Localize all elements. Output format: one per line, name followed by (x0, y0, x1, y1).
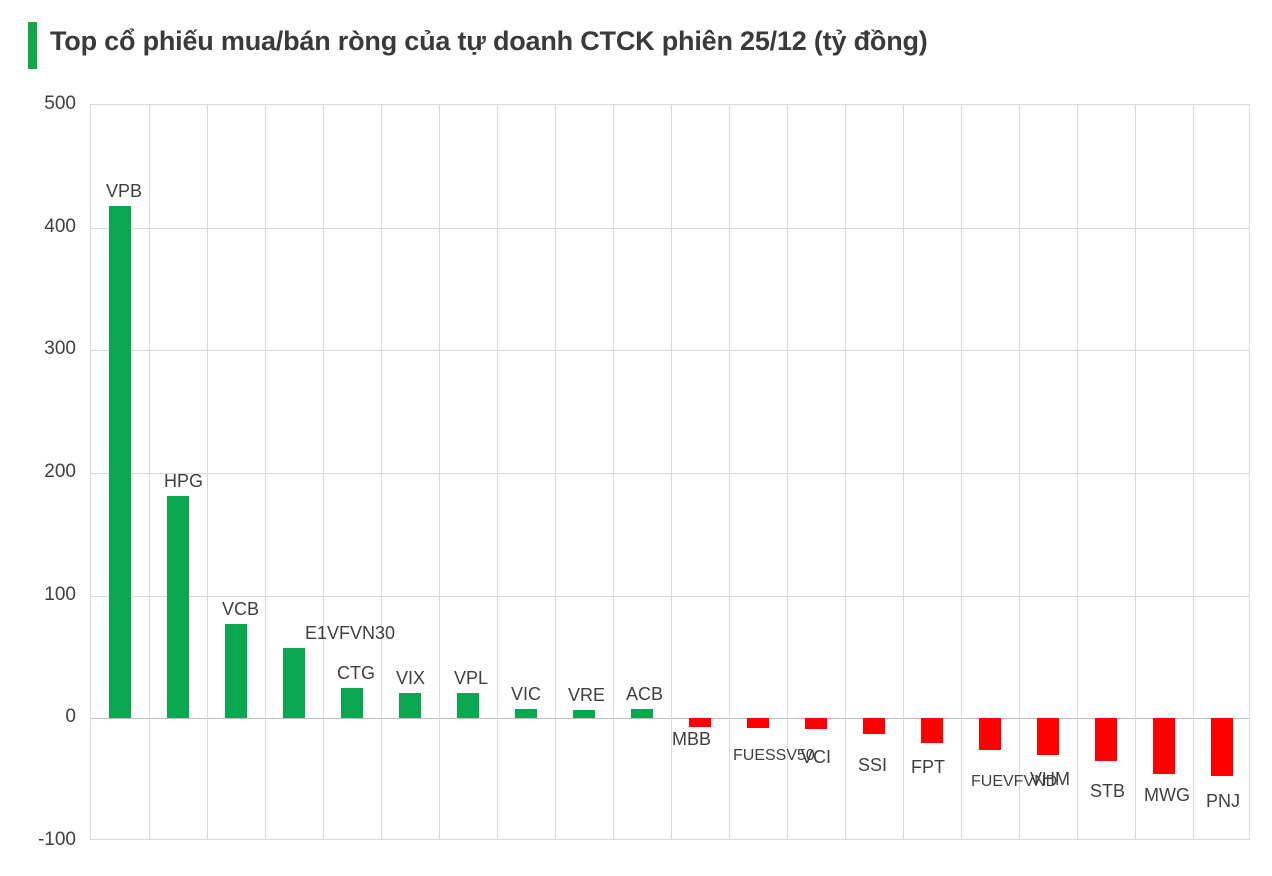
bar-label-fuessv50: FUESSV50 (733, 747, 815, 765)
gridline-vertical (265, 105, 266, 839)
bar-vre[interactable] (573, 709, 595, 719)
bar-e1vfvn30[interactable] (283, 648, 305, 719)
bar-label-fpt: FPT (911, 757, 945, 778)
title-accent-bar (28, 22, 37, 69)
gridline-horizontal (91, 350, 1249, 352)
y-axis-tick-label: 200 (44, 461, 76, 482)
bar-label-vpb: VPB (106, 180, 143, 201)
bar-label-acb: ACB (626, 683, 664, 704)
y-axis-tick-label: 100 (44, 583, 76, 605)
page-title: Top cổ phiếu mua/bán ròng của tự doanh C… (50, 26, 928, 56)
gridline-horizontal (91, 473, 1249, 474)
bar-vix[interactable] (399, 692, 421, 719)
bar-ssi[interactable] (863, 718, 885, 735)
gridline-vertical (1019, 105, 1020, 839)
chart-plot-area: VPB HPG VCB E1VFVN30 CTG VIX VPL VIC VRE ACB MBB FU… (90, 104, 1250, 840)
bar-fpt[interactable] (921, 718, 943, 743)
gridline-vertical (787, 105, 788, 839)
gridline-vertical (497, 105, 498, 839)
gridline-vertical (149, 105, 150, 839)
y-axis-tick-label: 300 (44, 338, 76, 360)
bar-label-ctg: CTG (337, 662, 375, 683)
bar-vic[interactable] (515, 708, 537, 719)
bar-vpb[interactable] (109, 205, 131, 719)
gridline-vertical (555, 105, 556, 839)
gridline-vertical (1135, 105, 1136, 839)
gridline-vertical (729, 105, 730, 839)
bar-label-vcb: VCB (222, 598, 260, 619)
gridline-vertical (903, 105, 904, 839)
gridline-vertical (961, 105, 962, 839)
y-axis-tick-label: 500 (44, 93, 76, 114)
bar-label-vci: VCI (801, 747, 832, 768)
gridline-vertical (207, 105, 208, 839)
bar-vpl[interactable] (457, 692, 479, 719)
y-axis-tick-label: -100 (37, 829, 76, 850)
bar-label-ssi: SSI (858, 755, 888, 776)
bar-stb[interactable] (1095, 718, 1117, 762)
bar-label-mbb: MBB (672, 729, 712, 750)
gridline-vertical (1193, 105, 1194, 839)
gridline-vertical (439, 105, 440, 839)
gridline-vertical (613, 105, 614, 839)
bar-fuevfvnd[interactable] (979, 718, 1001, 751)
bar-label-vix: VIX (396, 667, 426, 688)
bar-ctg[interactable] (341, 687, 363, 719)
y-axis-tick-label: 400 (44, 215, 76, 237)
bar-label-stb: STB (1090, 781, 1126, 802)
bar-label-vre: VRE (568, 684, 606, 705)
y-axis: 500 400 300 200 100 0 -100 (0, 93, 90, 850)
gridline-horizontal (91, 595, 1249, 597)
chart-header: Top cổ phiếu mua/bán ròng của tự doanh C… (0, 0, 1272, 92)
bar-vci[interactable] (805, 718, 827, 730)
bar-mwg[interactable] (1153, 718, 1175, 774)
gridline-vertical (845, 105, 846, 839)
bar-label-vpl: VPL (454, 667, 489, 688)
bar-vcb[interactable] (225, 623, 247, 719)
bar-acb[interactable] (631, 708, 653, 719)
bar-label-mwg: MWG (1144, 785, 1190, 806)
gridline-horizontal (91, 227, 1249, 229)
y-axis-tick-label: 0 (65, 706, 76, 728)
bar-pnj[interactable] (1211, 718, 1233, 776)
gridline-vertical (671, 105, 672, 839)
bar-label-pnj: PNJ (1206, 791, 1241, 812)
gridline-vertical (323, 105, 324, 839)
gridline-vertical (1077, 105, 1078, 839)
bar-fuessv50[interactable] (747, 718, 769, 729)
bar-hpg[interactable] (167, 496, 189, 719)
bar-mbb[interactable] (689, 718, 711, 727)
bar-vhm[interactable] (1037, 718, 1059, 756)
bar-label-fuevfvnd: FUEVFVND (971, 773, 1058, 791)
zero-gridline (91, 718, 1249, 720)
bar-label-vic: VIC (511, 683, 542, 704)
bar-label-e1vfvn30: E1VFVN30 (305, 623, 396, 644)
bar-label-vhm: VHM (1030, 769, 1070, 790)
bar-label-hpg: HPG (164, 471, 204, 492)
gridline-vertical (381, 105, 382, 839)
